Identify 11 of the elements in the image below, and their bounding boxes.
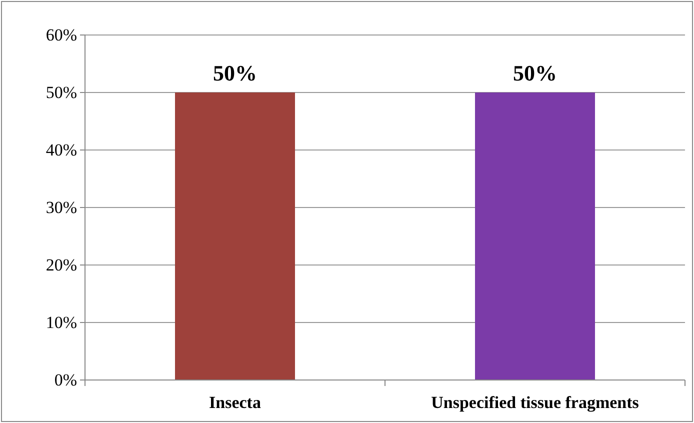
- data-label: 50%: [513, 60, 557, 86]
- x-tick-label: Unspecified tissue fragments: [431, 393, 640, 412]
- y-tick-label: 40%: [46, 140, 77, 160]
- y-tick-label: 0%: [54, 370, 77, 390]
- x-tick-label: Insecta: [209, 393, 262, 412]
- y-tick-label: 10%: [46, 312, 77, 332]
- y-tick-label: 30%: [46, 198, 77, 217]
- y-tick-label: 60%: [46, 25, 77, 44]
- y-tick-label: 20%: [46, 255, 77, 274]
- data-label: 50%: [213, 60, 257, 86]
- y-tick-label: 50%: [46, 82, 77, 102]
